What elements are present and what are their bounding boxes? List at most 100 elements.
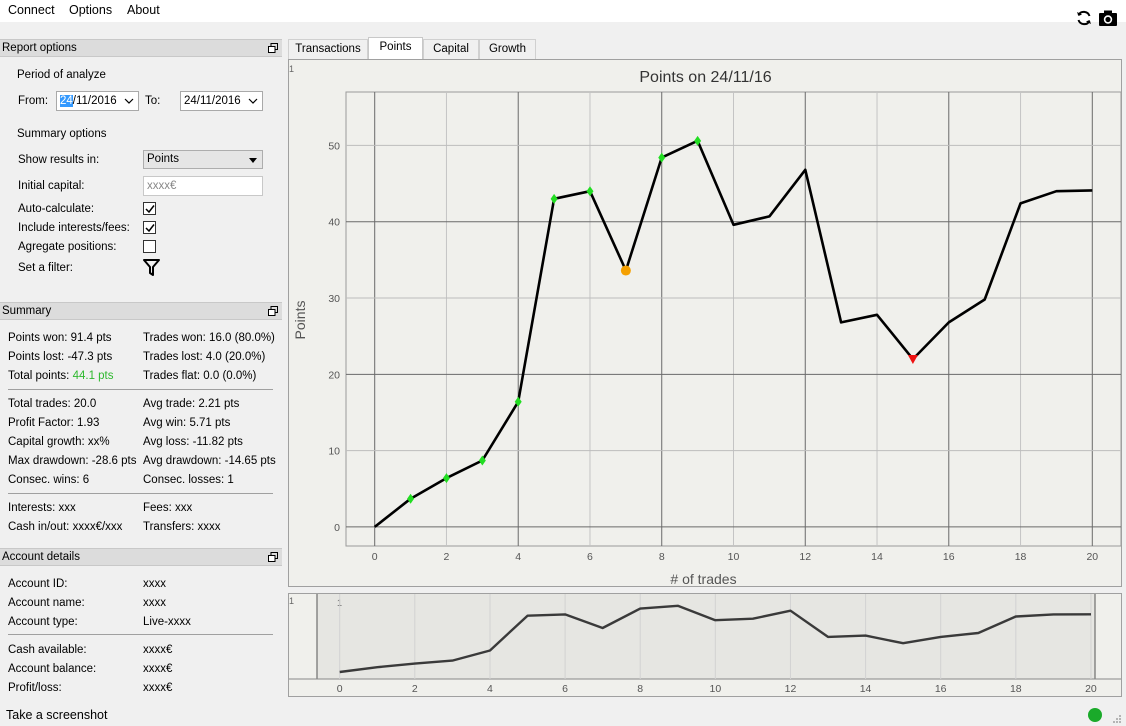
trades-lost: Trades lost: 4.0 (20.0%) [143,351,266,363]
summary-divider [8,493,273,494]
show-results-value: Points [147,153,179,165]
win-marker [586,186,594,197]
overview-tick-label: 18 [1010,683,1022,695]
cash-inout: Cash in/out: xxxx€/xxx [8,521,123,533]
summary-divider [8,389,273,390]
points-chart-frame: 1 0 2 4 6 8 10 12 14 16 18 20 0 10 20 30 40 50 Points on 2… [288,59,1122,587]
account-name-label: Account name: [8,597,85,609]
tab-points[interactable]: Points [368,37,423,59]
avg-trade: Avg trade: 2.21 pts [143,398,240,410]
undock-icon[interactable] [268,43,278,53]
aggregate-checkbox[interactable] [143,240,156,253]
trades-flat: Trades flat: 0.0 (0.0%) [143,370,257,382]
win-marker [407,493,415,504]
auto-calc-checkbox[interactable] [143,202,156,215]
overview-tick-label: 14 [860,683,872,695]
screenshot-button[interactable] [1098,8,1118,28]
report-options-title: Report options [2,42,77,54]
loss-marker [907,355,918,365]
tab-transactions[interactable]: Transactions [288,39,368,59]
to-label: To: [145,95,161,107]
include-fees-checkbox[interactable] [143,221,156,234]
overview-chart-frame: 1102468101214161820 [288,593,1122,697]
win-marker [514,396,522,407]
win-marker [442,473,450,484]
x-tick-label: 4 [515,551,521,563]
avg-drawdown: Avg drawdown: -14.65 pts [143,455,276,467]
refresh-icon [1077,10,1091,26]
account-id-label: Account ID: [8,578,68,590]
account-id-value: xxxx [143,578,166,590]
fees: Fees: xxx [143,502,193,514]
profit-loss-label: Profit/loss: [8,682,62,694]
dropdown-arrow-icon [249,158,257,163]
refresh-button[interactable] [1074,8,1094,28]
camera-icon [1099,10,1117,26]
y-tick-label: 30 [328,293,340,305]
overview-tick-label: 0 [337,683,343,695]
connection-status-indicator [1088,708,1102,722]
overview-tick-label: 6 [562,683,568,695]
chart-title: Points on 24/11/16 [639,69,771,86]
x-tick-label: 6 [587,551,593,563]
x-tick-label: 2 [444,551,450,563]
y-tick-label: 20 [328,369,340,381]
total-points-value: 44.1 pts [72,370,114,382]
total-points-label: Total points: [8,370,70,382]
x-axis-label: # of trades [670,571,736,586]
tab-growth[interactable]: Growth [479,39,536,59]
menu-options[interactable]: Options [69,3,113,17]
menu-connect[interactable]: Connect [8,3,55,17]
account-balance-value: xxxx€ [143,663,173,675]
avg-loss: Avg loss: -11.82 pts [143,436,243,448]
max-drawdown: Max drawdown: -28.6 pts [8,455,137,467]
account-details-header: Account details [0,548,282,566]
checkmark-icon [145,205,155,214]
menu-about[interactable]: About [127,3,160,17]
y-tick-label: 50 [328,140,340,152]
profit-loss-value: xxxx€ [143,682,173,694]
to-date-input[interactable]: 24/11/2016 [180,91,263,111]
transfers: Transfers: xxxx [143,521,221,533]
summary-options-label: Summary options [17,128,107,140]
status-text: Take a screenshot [6,708,108,722]
capital-growth: Capital growth: xx% [8,436,110,448]
total-trades: Total trades: 20.0 [8,398,97,410]
y-axis-label: Points [292,301,308,340]
initial-capital-input[interactable]: xxxx€ [143,176,263,196]
y-tick-label: 10 [328,446,340,458]
auto-calc-label: Auto-calculate: [18,203,95,215]
overview-tick-label: 8 [637,683,643,695]
resize-grip-icon[interactable] [1112,714,1122,724]
undock-icon[interactable] [268,306,278,316]
show-results-select[interactable]: Points [143,150,263,169]
cash-available-value: xxxx€ [143,644,173,656]
menu-bar: Connect Options About [0,0,1126,26]
win-marker [550,193,558,204]
neutral-marker [620,265,631,276]
from-day-selection: 24 [60,95,73,107]
undock-icon[interactable] [268,552,278,562]
chevron-down-icon [124,98,134,104]
profit-factor: Profit Factor: 1.93 [8,417,100,429]
points-lost: Points lost: -47.3 pts [8,351,113,363]
consec-losses: Consec. losses: 1 [143,474,234,486]
overview-series-line [339,604,1092,674]
include-fees-label: Include interests/fees: [18,222,130,234]
from-date-input[interactable]: 24/11/2016 [56,91,139,111]
account-balance-label: Account balance: [8,663,97,675]
x-tick-label: 0 [372,551,378,563]
filter-icon[interactable] [143,259,160,276]
win-marker [478,455,486,466]
points-won: Points won: 91.4 pts [8,332,112,344]
to-date-value: 24/11/2016 [184,95,241,107]
overview-chart[interactable]: 1102468101214161820 [289,594,1121,696]
tab-capital[interactable]: Capital [423,39,479,59]
overview-tick-label: 16 [935,683,947,695]
x-tick-label: 16 [943,551,955,563]
overview-tick-label: 4 [487,683,493,695]
x-tick-label: 18 [1015,551,1027,563]
x-tick-label: 8 [659,551,665,563]
points-series-line [373,139,1093,528]
